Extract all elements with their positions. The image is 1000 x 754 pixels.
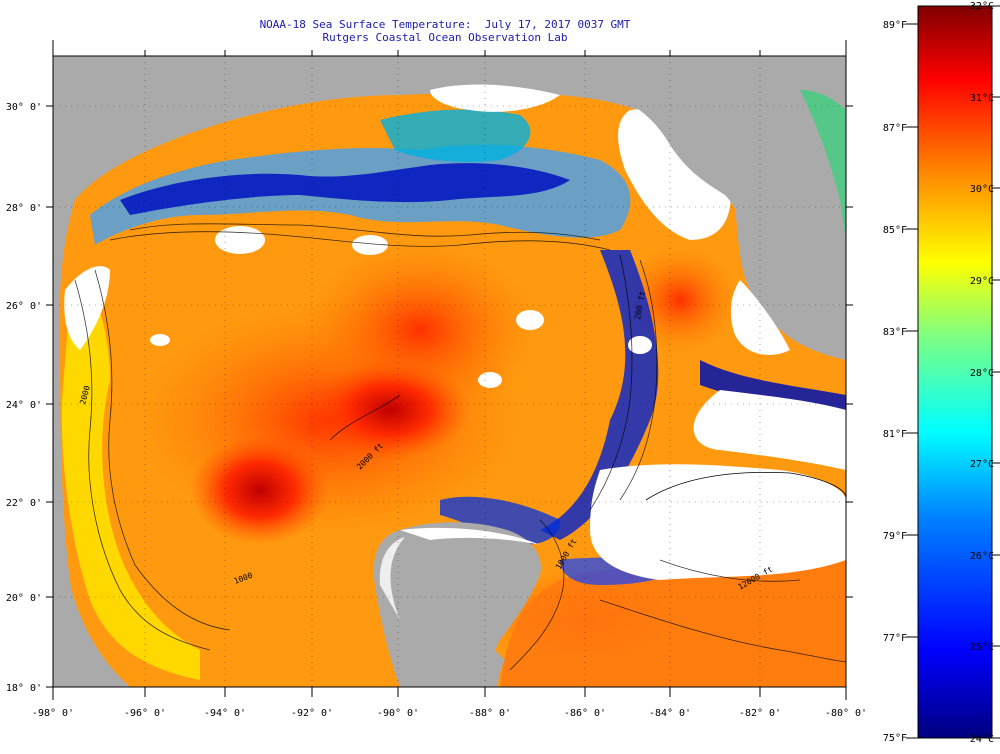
- lat-tick-label: 30° 0': [6, 102, 42, 113]
- fahrenheit-label: 87°F: [883, 123, 907, 134]
- colorbar-celsius-labels: 32°C 31°C 30°C 29°C 28°C 27°C 26°C 25°C …: [970, 1, 994, 745]
- fahrenheit-label: 83°F: [883, 327, 907, 338]
- celsius-label: 25°C: [970, 642, 994, 653]
- lon-tick-label: -90° 0': [377, 708, 419, 719]
- lon-tick-label: -82° 0': [739, 708, 781, 719]
- lat-tick-label: 24° 0': [6, 400, 42, 411]
- title-line-1: NOAA-18 Sea Surface Temperature: July 17…: [259, 18, 631, 31]
- north-shelf-blue: [120, 163, 570, 215]
- colorbar-ramp: [917, 5, 993, 739]
- yucatan-north-nodata: [400, 527, 540, 545]
- colorbar: 89°F 87°F 85°F 83°F 81°F 79°F 77°F 75°F …: [883, 1, 1000, 745]
- fahrenheit-label: 89°F: [883, 20, 907, 31]
- shelf-cyan-patch: [380, 109, 531, 162]
- cuba-outline: [645, 472, 846, 501]
- colorbar-fahrenheit-labels: 89°F 87°F 85°F 83°F 81°F 79°F 77°F 75°F: [883, 20, 907, 744]
- land-us-gulf-coast: [53, 56, 846, 350]
- lon-tick-label: -88° 0': [469, 708, 511, 719]
- tick-marks: [46, 40, 853, 700]
- celsius-label: 27°C: [970, 459, 994, 470]
- land-yucatan: [373, 522, 541, 687]
- fahrenheit-label: 81°F: [883, 429, 907, 440]
- lon-tick-label: -94° 0': [204, 708, 246, 719]
- graticule: [53, 56, 846, 687]
- celsius-label: 30°C: [970, 184, 994, 195]
- celsius-label: 31°C: [970, 93, 994, 104]
- land-yucatan-fringe: [379, 537, 405, 620]
- lat-tick-label: 18° 0': [6, 683, 42, 694]
- celsius-label: 24°C: [970, 734, 994, 745]
- celsius-label: 32°C: [970, 1, 994, 12]
- celsius-label: 28°C: [970, 368, 994, 379]
- hot-spot-west: [190, 435, 330, 545]
- lat-tick-label: 22° 0': [6, 498, 42, 509]
- fahrenheit-label: 77°F: [883, 633, 907, 644]
- title-line-2: Rutgers Coastal Ocean Observation Lab: [322, 31, 568, 44]
- fahrenheit-label: 75°F: [883, 733, 907, 744]
- celsius-label: 26°C: [970, 551, 994, 562]
- lon-tick-label: -96° 0': [124, 708, 166, 719]
- lat-tick-label: 26° 0': [6, 301, 42, 312]
- plot-frame: [52, 55, 847, 688]
- lon-tick-label: -92° 0': [291, 708, 333, 719]
- land-mexico-west: [53, 300, 130, 687]
- lon-tick-label: -84° 0': [649, 708, 691, 719]
- lat-tick-labels: 30° 0' 28° 0' 26° 0' 24° 0' 22° 0' 20° 0…: [6, 102, 42, 694]
- west-yellow-band: [61, 280, 201, 680]
- florida-east-coast-water: [800, 90, 846, 240]
- sst-field: [53, 56, 846, 687]
- fahrenheit-label: 85°F: [883, 225, 907, 236]
- east-cool-band: [540, 250, 659, 540]
- land-central-america: [480, 650, 505, 687]
- no-data-patches: [64, 84, 846, 580]
- lon-tick-labels: -98° 0' -96° 0' -94° 0' -92° 0' -90° 0' …: [32, 708, 867, 719]
- campeche-cool: [440, 496, 560, 545]
- colorbar-ticks: [906, 5, 1000, 739]
- bathymetry-contours: [74, 223, 846, 671]
- fahrenheit-label: 79°F: [883, 531, 907, 542]
- hot-spot-central: [310, 360, 470, 460]
- map-title: NOAA-18 Sea Surface Temperature: July 17…: [0, 18, 890, 44]
- lat-tick-label: 28° 0': [6, 203, 42, 214]
- lon-tick-label: -80° 0': [825, 708, 867, 719]
- lon-tick-label: -98° 0': [32, 708, 74, 719]
- lat-tick-label: 20° 0': [6, 593, 42, 604]
- celsius-label: 29°C: [970, 276, 994, 287]
- florida-strait-cool: [700, 360, 846, 410]
- lon-tick-label: -86° 0': [564, 708, 606, 719]
